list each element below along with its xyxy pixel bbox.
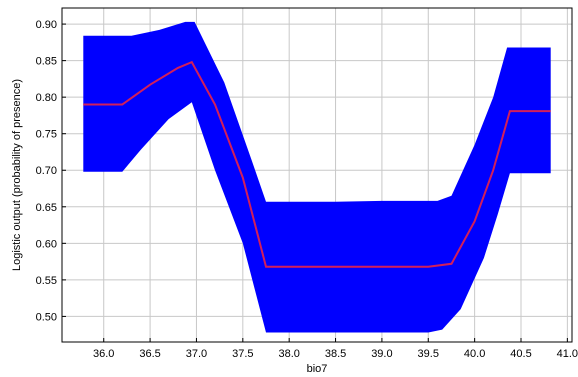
y-axis-label: Logistic output (probability of presence… (11, 79, 23, 271)
x-tick-label: 37.0 (186, 348, 207, 360)
x-tick-label: 39.0 (371, 348, 392, 360)
x-tick-label: 41.0 (557, 348, 578, 360)
x-tick-label: 40.0 (464, 348, 485, 360)
x-tick-label: 38.0 (278, 348, 299, 360)
ticks: 36.0 36.5 37.0 37.5 38.0 38.5 39.0 39.5 40.0 40.5… (36, 19, 578, 360)
confidence-band (83, 21, 551, 333)
x-tick-label: 40.5 (510, 348, 531, 360)
x-tick-label: 37.5 (232, 348, 253, 360)
y-tick-label: 0.70 (36, 165, 57, 177)
y-tick-label: 0.60 (36, 238, 57, 250)
x-tick-label: 39.5 (418, 348, 439, 360)
y-tick-label: 0.55 (36, 275, 57, 287)
x-axis-label: bio7 (307, 363, 328, 375)
y-tick-label: 0.75 (36, 129, 57, 141)
y-tick-label: 0.65 (36, 202, 57, 214)
plot-frame (61, 7, 573, 343)
x-tick-label: 36.5 (139, 348, 160, 360)
y-tick-label: 0.50 (36, 311, 57, 323)
y-tick-label: 0.80 (36, 92, 57, 104)
x-tick-label: 36.0 (93, 348, 114, 360)
x-tick-label: 38.5 (325, 348, 346, 360)
mean-response-line (83, 60, 551, 268)
y-tick-label: 0.90 (36, 19, 57, 31)
y-tick-label: 0.85 (36, 56, 57, 68)
